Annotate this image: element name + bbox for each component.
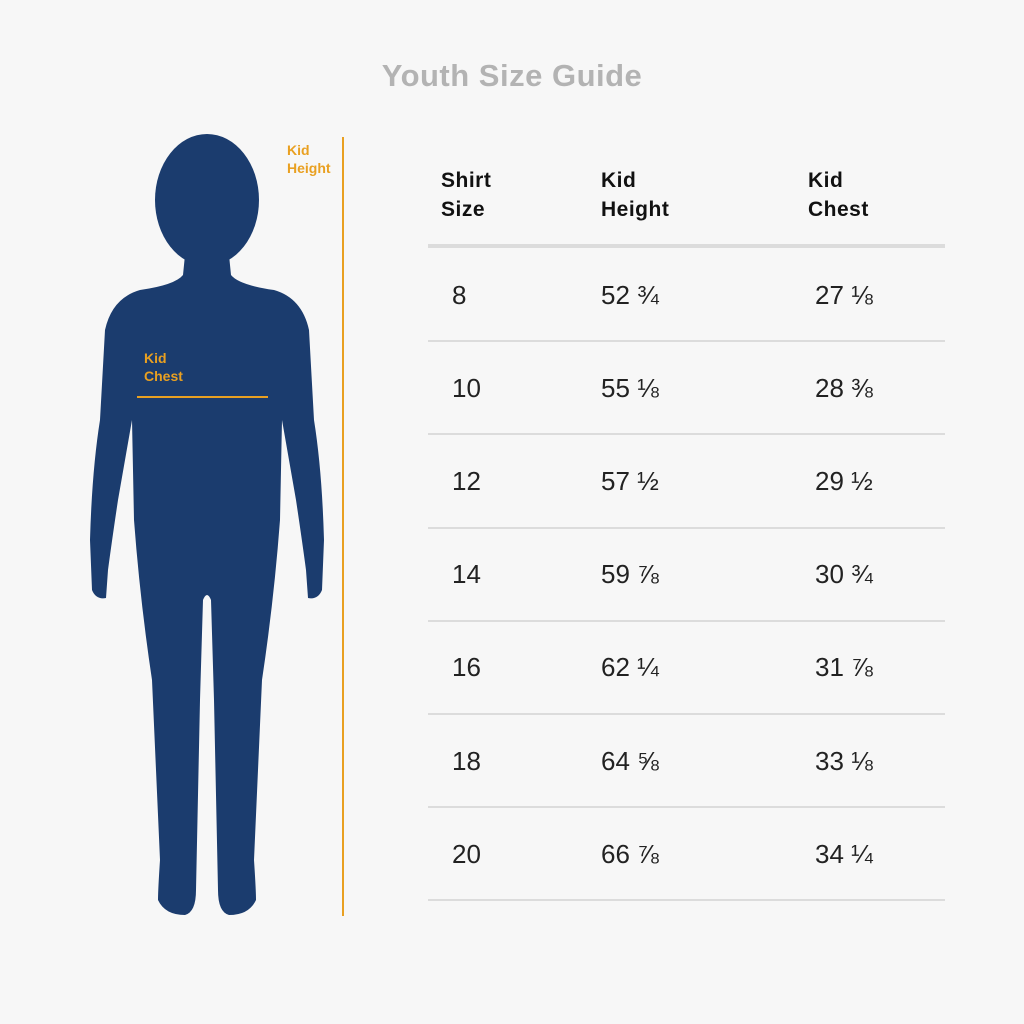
column-header: Shirt Size xyxy=(441,169,492,221)
table-cell: 8 xyxy=(452,279,467,310)
table-cell: 52 ¾ xyxy=(601,279,659,310)
row-rule xyxy=(428,806,945,809)
table-cell: 10 xyxy=(452,372,481,403)
table-cell: 30 ¾ xyxy=(815,559,873,590)
table-cell: 62 ¼ xyxy=(601,652,659,683)
table-cell: 27 ⅛ xyxy=(815,279,873,310)
chest-label: Kid Chest xyxy=(144,350,183,384)
row-rule xyxy=(428,526,945,529)
table-cell: 57 ½ xyxy=(601,466,659,496)
height-label: Kid Height xyxy=(287,142,331,176)
table-cell: 55 ⅛ xyxy=(601,372,659,403)
table-cell: 29 ½ xyxy=(815,466,873,496)
table-cell: 33 ⅛ xyxy=(815,745,873,776)
table-cell: 31 ⅞ xyxy=(815,652,873,683)
table-cell: 34 ¼ xyxy=(815,838,873,869)
table-cell: 66 ⅞ xyxy=(601,838,659,869)
table-cell: 20 xyxy=(452,838,481,869)
column-header: Kid Chest xyxy=(808,169,869,221)
header-rule xyxy=(428,244,945,248)
table-cell: 16 xyxy=(452,652,481,683)
row-rule xyxy=(428,713,945,715)
table-cell: 59 ⅞ xyxy=(601,559,659,590)
head xyxy=(155,134,259,266)
row-rule xyxy=(428,619,945,622)
table-cell: 18 xyxy=(452,745,481,776)
table-cell: 14 xyxy=(452,559,481,590)
table-cell: 28 ⅜ xyxy=(815,372,873,403)
table-cell: 64 ⅝ xyxy=(601,745,659,776)
row-rule xyxy=(428,433,945,436)
column-header: Kid Height xyxy=(601,169,670,221)
row-rule xyxy=(428,340,945,343)
title: Youth Size Guide xyxy=(381,58,643,93)
row-rule xyxy=(428,899,945,902)
body xyxy=(90,255,324,915)
table-cell: 12 xyxy=(452,466,481,496)
silhouette-figure xyxy=(90,134,344,916)
